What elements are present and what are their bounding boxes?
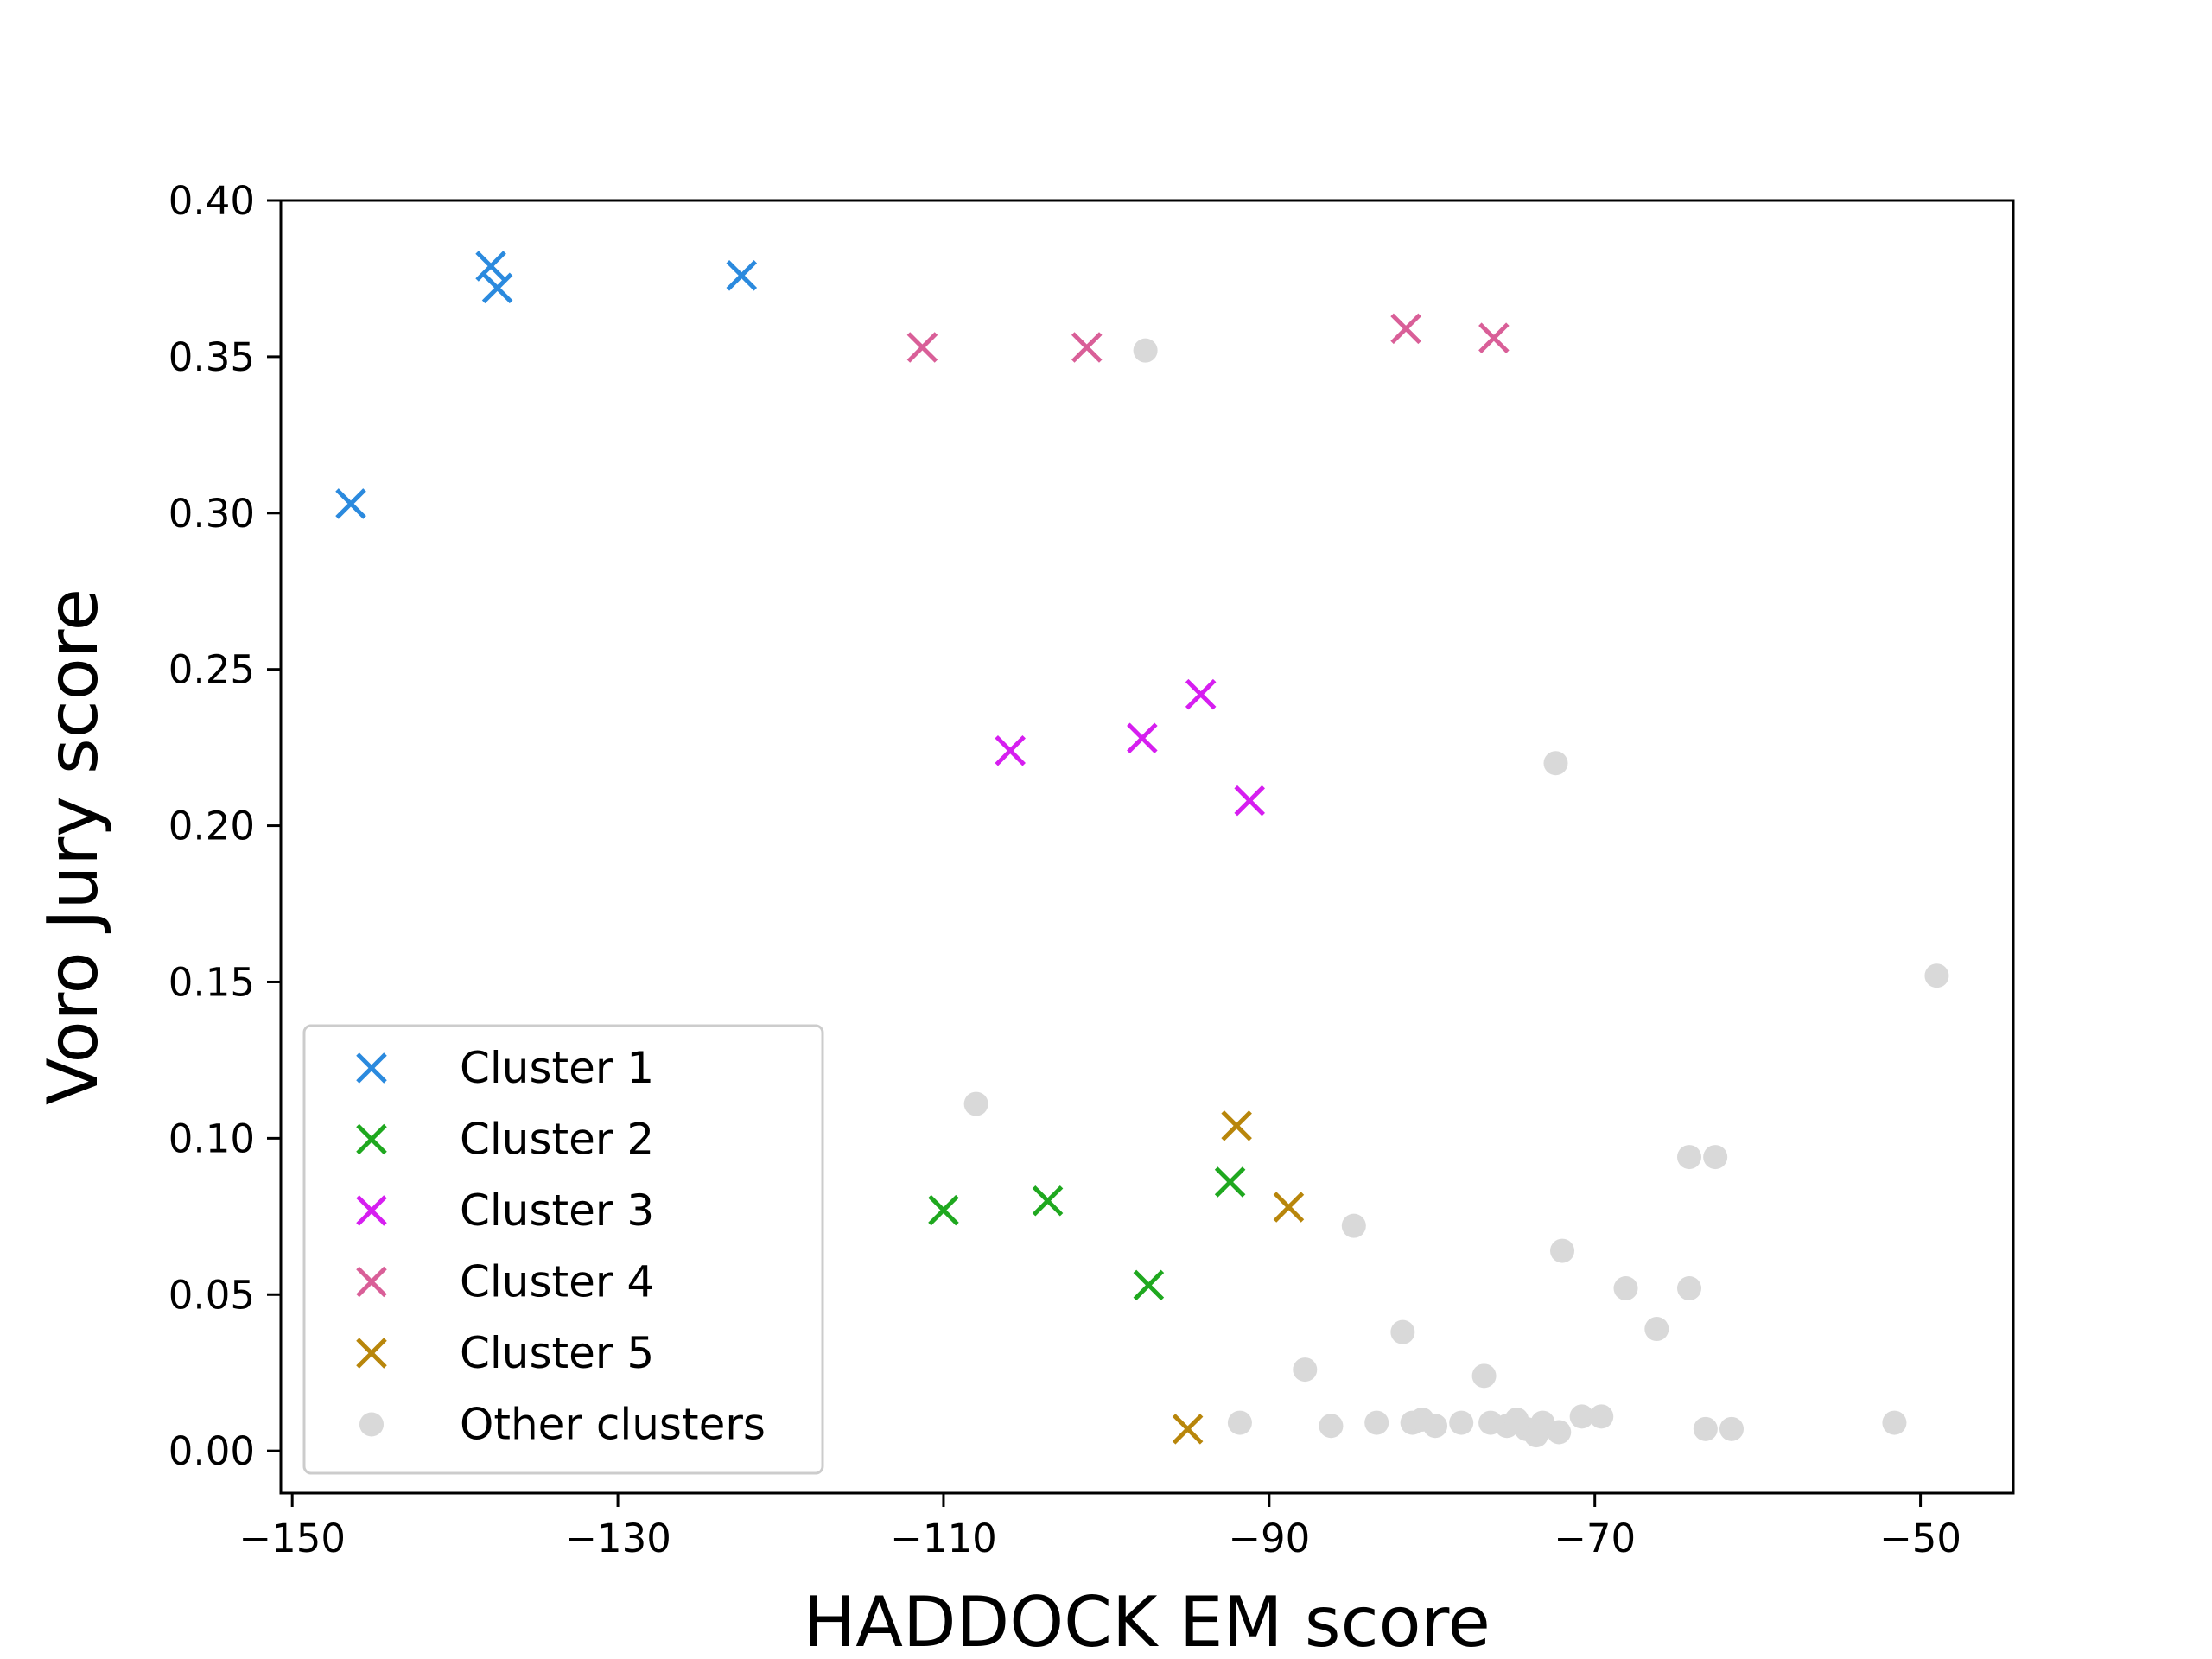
data-point-cluster-2 [1214, 1166, 1246, 1198]
data-point-other-clusters [1543, 751, 1568, 776]
data-point-cluster-2 [928, 1194, 959, 1226]
data-point-other-clusters [1677, 1145, 1702, 1170]
data-point-other-clusters [1293, 1357, 1318, 1382]
data-point-cluster-1 [475, 251, 506, 282]
data-point-cluster-3 [1185, 678, 1217, 710]
data-point-other-clusters [1703, 1145, 1728, 1170]
y-tick-label: 0.40 [168, 178, 255, 224]
data-point-other-clusters [1364, 1410, 1389, 1435]
data-point-cluster-1 [335, 488, 366, 519]
data-point-cluster-2 [1133, 1269, 1165, 1301]
data-point-other-clusters [1719, 1416, 1744, 1441]
data-point-cluster-5 [1273, 1192, 1305, 1223]
legend: Cluster 1 Cluster 2 Cluster 3 Cluster 4 Clus… [302, 1024, 824, 1475]
legend-entry-cluster-5: Cluster 5 [356, 1328, 654, 1378]
data-point-other-clusters [1882, 1410, 1907, 1435]
legend-marker [356, 1123, 387, 1155]
legend-marker [359, 1412, 384, 1437]
series-cluster-4 [906, 313, 1510, 363]
data-point-other-clusters [1693, 1416, 1718, 1441]
x-axis: −150 −130 −110 −90 −70 −50 [238, 1493, 1961, 1561]
series-cluster-3 [995, 678, 1265, 817]
data-point-cluster-4 [1478, 322, 1510, 353]
y-tick-label: 0.30 [168, 491, 255, 537]
x-axis-title: HADDOCK EM score [804, 1582, 1491, 1659]
y-tick-label: 0.15 [168, 959, 255, 1005]
legend-label: Cluster 1 [460, 1043, 654, 1093]
legend-box [302, 1024, 824, 1475]
data-point-other-clusters [1677, 1276, 1702, 1301]
data-point-other-clusters [1133, 338, 1158, 363]
data-point-cluster-5 [1221, 1110, 1252, 1141]
data-point-other-clusters [1547, 1420, 1572, 1445]
data-point-other-clusters [1449, 1410, 1474, 1435]
y-tick-label: 0.25 [168, 647, 255, 693]
data-point-cluster-2 [1032, 1185, 1064, 1217]
data-point-other-clusters [1423, 1414, 1448, 1439]
series-cluster-2 [928, 1166, 1246, 1301]
data-point-other-clusters [1924, 963, 1949, 988]
legend-entry-cluster-3: Cluster 3 [356, 1185, 654, 1236]
data-point-other-clusters [1227, 1410, 1252, 1435]
data-point-other-clusters [1319, 1414, 1344, 1439]
data-point-other-clusters [1613, 1276, 1638, 1301]
data-point-other-clusters [963, 1091, 988, 1116]
legend-label: Cluster 5 [460, 1328, 654, 1378]
data-point-cluster-5 [1172, 1414, 1204, 1445]
x-tick-label: −50 [1879, 1516, 1961, 1561]
x-tick-label: −90 [1228, 1516, 1310, 1561]
series-cluster-5 [1172, 1110, 1305, 1445]
data-point-cluster-1 [481, 272, 513, 304]
series-cluster-1 [335, 251, 758, 519]
data-point-other-clusters [1550, 1238, 1575, 1263]
data-point-cluster-3 [1127, 722, 1158, 754]
plot-marks [335, 251, 1949, 1448]
legend-label: Other clusters [460, 1400, 766, 1450]
y-tick-label: 0.10 [168, 1116, 255, 1161]
legend-marker [356, 1266, 387, 1298]
data-point-other-clusters [1569, 1404, 1594, 1429]
x-tick-label: −130 [564, 1516, 671, 1561]
data-point-other-clusters [1471, 1363, 1497, 1389]
data-point-cluster-1 [726, 260, 758, 291]
data-point-cluster-3 [995, 734, 1026, 766]
axes-frame [279, 199, 2015, 1495]
legend-entry-cluster-1: Cluster 1 [356, 1043, 654, 1093]
series-other-clusters [963, 338, 1949, 1448]
data-point-cluster-4 [906, 332, 938, 363]
y-tick-label: 0.20 [168, 804, 255, 849]
data-point-other-clusters [1341, 1213, 1366, 1238]
legend-marker [356, 1338, 387, 1369]
data-point-cluster-4 [1071, 332, 1103, 363]
legend-marker [356, 1195, 387, 1226]
legend-entry-cluster-4: Cluster 4 [356, 1257, 654, 1307]
y-tick-label: 0.35 [168, 334, 255, 380]
data-point-other-clusters [1644, 1317, 1669, 1342]
data-point-cluster-3 [1234, 785, 1265, 817]
legend-entry-other-clusters: Other clusters [359, 1400, 766, 1450]
x-tick-label: −110 [890, 1516, 997, 1561]
legend-label: Cluster 3 [460, 1185, 654, 1236]
x-tick-label: −70 [1554, 1516, 1636, 1561]
data-point-cluster-4 [1390, 313, 1421, 345]
legend-marker [356, 1052, 387, 1084]
legend-label: Cluster 4 [460, 1257, 654, 1307]
data-point-other-clusters [1390, 1319, 1415, 1344]
y-axis: 0.00 0.05 0.10 0.15 0.20 0.25 0.30 0.35 0.40 [168, 178, 281, 1474]
legend-entry-cluster-2: Cluster 2 [356, 1115, 654, 1165]
x-tick-label: −150 [238, 1516, 346, 1561]
y-tick-label: 0.00 [168, 1428, 255, 1474]
y-axis-title: Voro Jury score [33, 588, 113, 1105]
legend-label: Cluster 2 [460, 1115, 654, 1165]
y-tick-label: 0.05 [168, 1272, 255, 1318]
data-point-other-clusters [1589, 1404, 1614, 1429]
